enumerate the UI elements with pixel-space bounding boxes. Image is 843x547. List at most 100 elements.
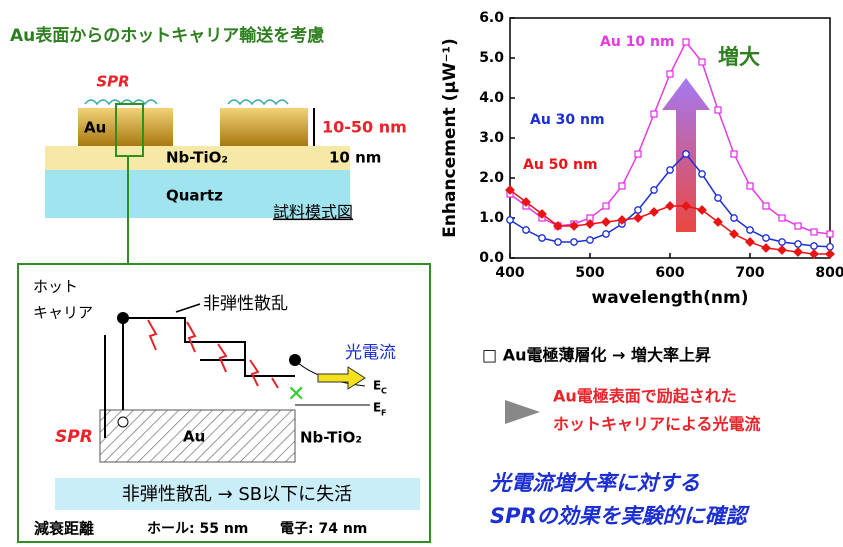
marker — [747, 183, 753, 189]
hot-carrier: ホット — [33, 278, 78, 296]
marker — [746, 238, 754, 246]
marker — [587, 237, 593, 243]
metal-thickness: 10-50 nm — [322, 118, 407, 137]
chart-annotation: 増大 — [718, 45, 760, 69]
marker — [763, 235, 769, 241]
y-axis-label: Enhancement (μW⁻¹) — [440, 38, 460, 238]
metal-label: Au — [183, 428, 205, 446]
marker — [827, 244, 833, 250]
conclusion: 光電流増大率に対する — [489, 471, 700, 495]
marker — [811, 243, 817, 249]
legend-label: Au 50 nm — [523, 157, 598, 173]
caption: 試料模式図 — [273, 203, 353, 222]
layer-thickness: 10 nm — [329, 149, 381, 167]
gold-film — [220, 108, 308, 146]
y-tick-label: 4.0 — [479, 90, 504, 106]
marker — [795, 223, 801, 229]
marker — [619, 183, 625, 189]
hole — [118, 417, 128, 427]
marker — [603, 231, 609, 237]
note: Au電極表面で励起された — [553, 387, 737, 406]
current-arrow — [318, 367, 365, 389]
marker — [747, 227, 753, 233]
marker — [778, 246, 786, 254]
marker — [683, 39, 689, 45]
x-tick-label: 400 — [495, 265, 524, 281]
spr-label: SPR — [96, 73, 129, 91]
x-tick-label: 800 — [815, 265, 843, 281]
y-tick-label: 2.0 — [479, 170, 504, 186]
metal-label: Au — [84, 119, 106, 137]
hole-decay: ホール: 55 nm — [147, 521, 248, 537]
sample-title: Au表面からのホットキャリア輸送を考慮 — [10, 25, 324, 46]
blocked: ✕ — [287, 382, 305, 407]
layer-label: Nb-TiO₂ — [166, 149, 228, 167]
marker — [731, 215, 737, 221]
chart: 増大 Enhancement (μW⁻¹) wavelength(nm) 0.0… — [440, 10, 843, 308]
marker — [651, 187, 657, 193]
marker — [667, 167, 673, 173]
marker — [763, 203, 769, 209]
marker — [779, 215, 785, 221]
marker — [715, 195, 721, 201]
x-tick-label: 700 — [735, 265, 764, 281]
marker — [795, 241, 801, 247]
carrier — [117, 312, 129, 324]
conclusion: SPRの効果を実験的に確認 — [490, 504, 751, 528]
marker — [683, 151, 689, 157]
relaxation — [148, 320, 278, 388]
legend-label: Au 10 nm — [600, 34, 675, 50]
marker — [650, 208, 658, 216]
spr-label: SPR — [55, 427, 93, 447]
marker — [666, 202, 674, 210]
marker — [811, 229, 817, 235]
x-tick-label: 500 — [575, 265, 604, 281]
marker — [731, 151, 737, 157]
y-tick-label: 5.0 — [479, 50, 504, 66]
marker — [523, 227, 529, 233]
marker — [762, 244, 770, 252]
marker — [635, 207, 641, 213]
marker — [667, 71, 673, 77]
substrate-label: Quartz — [166, 187, 223, 205]
hot-carrier: キャリア — [33, 304, 93, 322]
scattering-label: 非弾性散乱 — [203, 294, 288, 314]
marker — [827, 231, 833, 237]
marker — [539, 235, 545, 241]
marker — [699, 59, 705, 65]
photocurrent-label: 光電流 — [345, 343, 396, 363]
marker — [555, 239, 561, 245]
y-tick-label: 3.0 — [479, 130, 504, 146]
marker — [699, 171, 705, 177]
semiconductor-label: Nb-TiO₂ — [300, 429, 362, 447]
marker — [715, 107, 721, 113]
marker — [794, 248, 802, 256]
note: ホットキャリアによる光電流 — [553, 415, 761, 434]
slide: Au表面からのホットキャリア輸送を考慮 SPR Au Nb-TiO₂ 10-50… — [0, 0, 843, 543]
legend-label: Au 30 nm — [530, 112, 605, 128]
ec-sub: C — [381, 387, 387, 396]
bullet-arrow — [505, 400, 540, 424]
ef-sub: F — [381, 409, 386, 418]
y-tick-label: 6.0 — [479, 10, 504, 26]
decay-label: 減衰距離 — [34, 520, 94, 538]
pointer — [176, 304, 200, 312]
ec-label: E — [373, 379, 381, 393]
marker — [602, 218, 610, 226]
electron-decay: 電子: 74 nm — [280, 520, 367, 537]
marker — [826, 250, 834, 258]
y-tick-label: 0.0 — [479, 250, 504, 266]
y-tick-label: 1.0 — [479, 210, 504, 226]
loss-label: 非弾性散乱 → SB以下に失活 — [122, 484, 352, 505]
marker — [810, 250, 818, 258]
marker — [779, 239, 785, 245]
ef-label: E — [373, 401, 381, 415]
note: □ Au電極薄層化 → 増大率上昇 — [482, 346, 711, 365]
marker — [634, 214, 642, 222]
marker — [603, 203, 609, 209]
marker — [635, 151, 641, 157]
marker — [507, 217, 513, 223]
x-axis-label: wavelength(nm) — [591, 288, 748, 308]
marker — [651, 111, 657, 117]
x-tick-label: 600 — [655, 265, 684, 281]
